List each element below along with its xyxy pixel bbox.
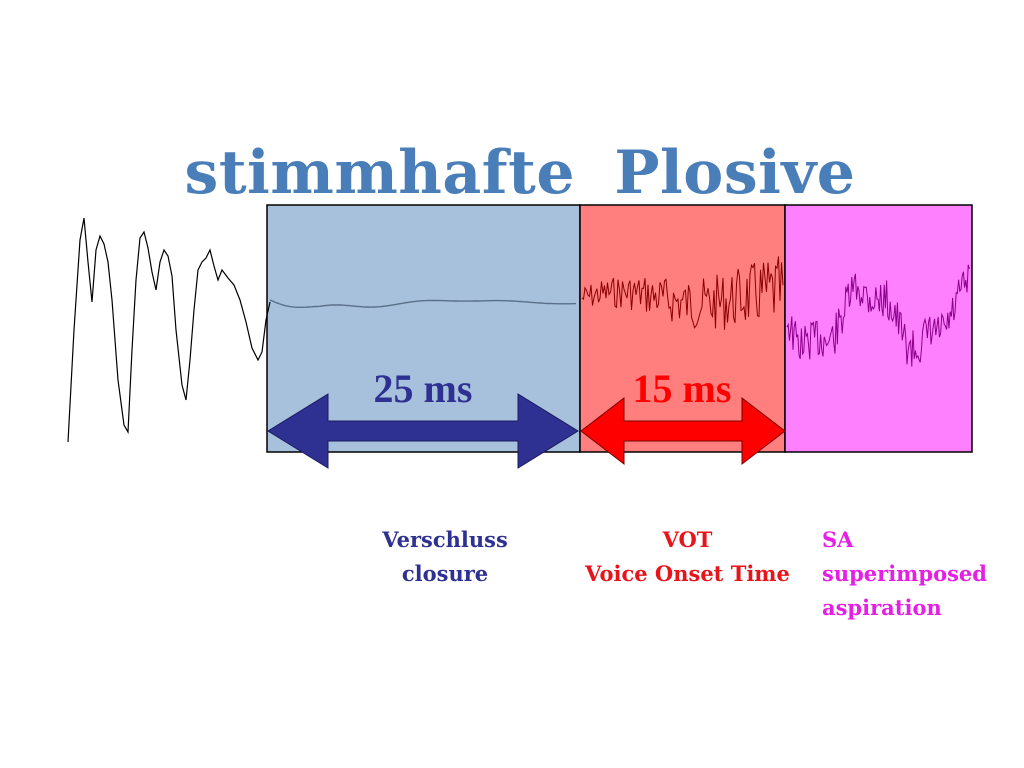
slide-title: stimmhafte Plosive	[184, 138, 856, 208]
pre-closure-waveform	[67, 217, 271, 443]
closure-duration-arrow	[267, 393, 579, 469]
vot-label: VOT Voice Onset Time	[570, 523, 805, 591]
vot-duration-arrow	[580, 396, 786, 466]
sa-segment-box	[784, 204, 973, 453]
closure-label-line1: Verschluss	[382, 527, 508, 552]
closure-waveform	[269, 299, 577, 308]
sa-label: SA superimposed aspiration	[822, 523, 1022, 625]
sa-waveform	[786, 264, 970, 367]
vot-label-line1: VOT	[662, 527, 713, 552]
sa-label-line3: aspiration	[822, 595, 942, 620]
sa-label-line2: superimposed	[822, 561, 987, 586]
vot-duration-label: 15 ms	[633, 366, 732, 411]
closure-duration-label: 25 ms	[374, 366, 473, 411]
vot-label-line2: Voice Onset Time	[585, 561, 790, 586]
closure-label-line2: closure	[401, 561, 489, 586]
sa-label-line1: SA	[822, 527, 854, 552]
vot-waveform	[581, 256, 784, 330]
closure-label: Verschluss closure	[345, 523, 545, 591]
